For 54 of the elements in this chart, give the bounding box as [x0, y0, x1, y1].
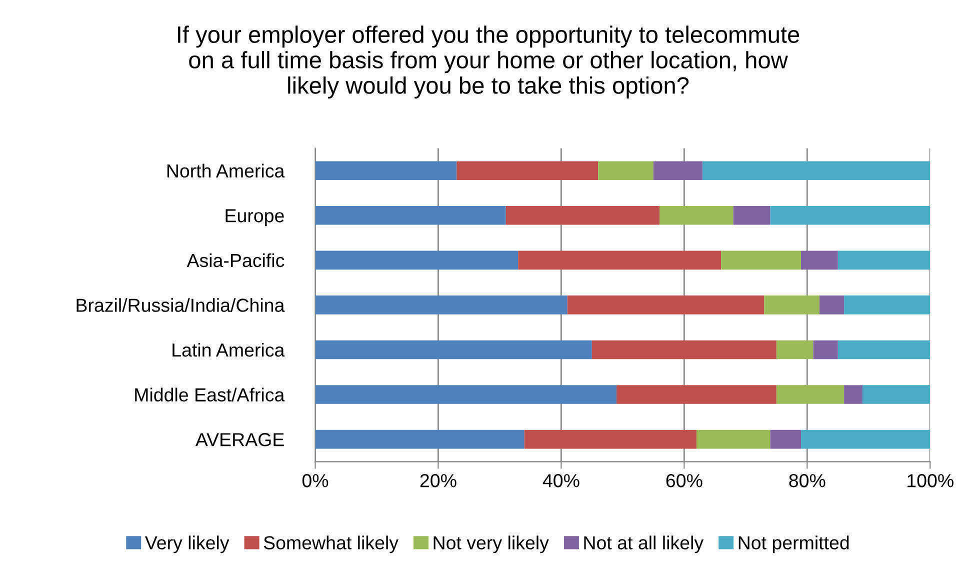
chart-title: If your employer offered you the opportunity to telecommute on a full time basis from your home or other location, how likely would you be to take this option? [178, 26, 800, 99]
bar [819, 296, 844, 314]
bar [598, 161, 654, 180]
legend-label: Very likely [144, 536, 230, 554]
bar [315, 385, 617, 404]
bar [315, 340, 592, 360]
x-tick-label: 20% [420, 474, 456, 488]
bar [801, 250, 838, 270]
bar [524, 430, 696, 449]
x-tick-label: 60% [666, 474, 702, 488]
bar [456, 161, 598, 180]
bar [696, 430, 770, 449]
bar [315, 161, 457, 180]
bar [721, 250, 802, 270]
bar [838, 250, 930, 270]
y-tick-label: Middle East/Africa [135, 388, 285, 402]
y-tick-label: North America [167, 164, 285, 178]
bar [862, 385, 930, 404]
bar [844, 385, 862, 404]
y-tick-label: AVERAGE [195, 433, 284, 446]
bar [770, 206, 930, 225]
y-tick-label: Europe [226, 209, 284, 226]
x-tick-label: 100% [908, 474, 954, 488]
bar [776, 340, 814, 360]
bar [518, 250, 722, 270]
bar [764, 296, 820, 314]
legend-label: Somewhat likely [264, 536, 398, 554]
x-tick-label: 40% [542, 474, 580, 488]
bar [315, 250, 518, 270]
bar [567, 296, 764, 314]
x-tick-label: 80% [789, 474, 826, 488]
y-tick-label: Latin America [172, 342, 285, 357]
bar [506, 206, 660, 225]
bar [776, 385, 844, 404]
legend-label: Not at all likely [584, 536, 704, 554]
bar [660, 206, 734, 225]
bar [616, 385, 776, 404]
bar [838, 340, 930, 360]
bar [315, 206, 506, 225]
bar [801, 430, 930, 449]
legend-label: Not permitted [738, 536, 849, 554]
bar [733, 206, 770, 225]
bar [813, 340, 838, 360]
bar [770, 430, 802, 449]
bar [702, 161, 930, 180]
bar [592, 340, 776, 360]
bar [315, 296, 568, 314]
y-tick-label: Brazil/Russia/India/China [76, 298, 285, 312]
bar [315, 430, 524, 449]
y-tick-label: Asia-Pacific [186, 253, 284, 268]
legend-label: Not very likely [434, 536, 549, 554]
bar [844, 296, 930, 314]
bar [653, 161, 703, 180]
x-tick-label: 0% [302, 474, 328, 488]
